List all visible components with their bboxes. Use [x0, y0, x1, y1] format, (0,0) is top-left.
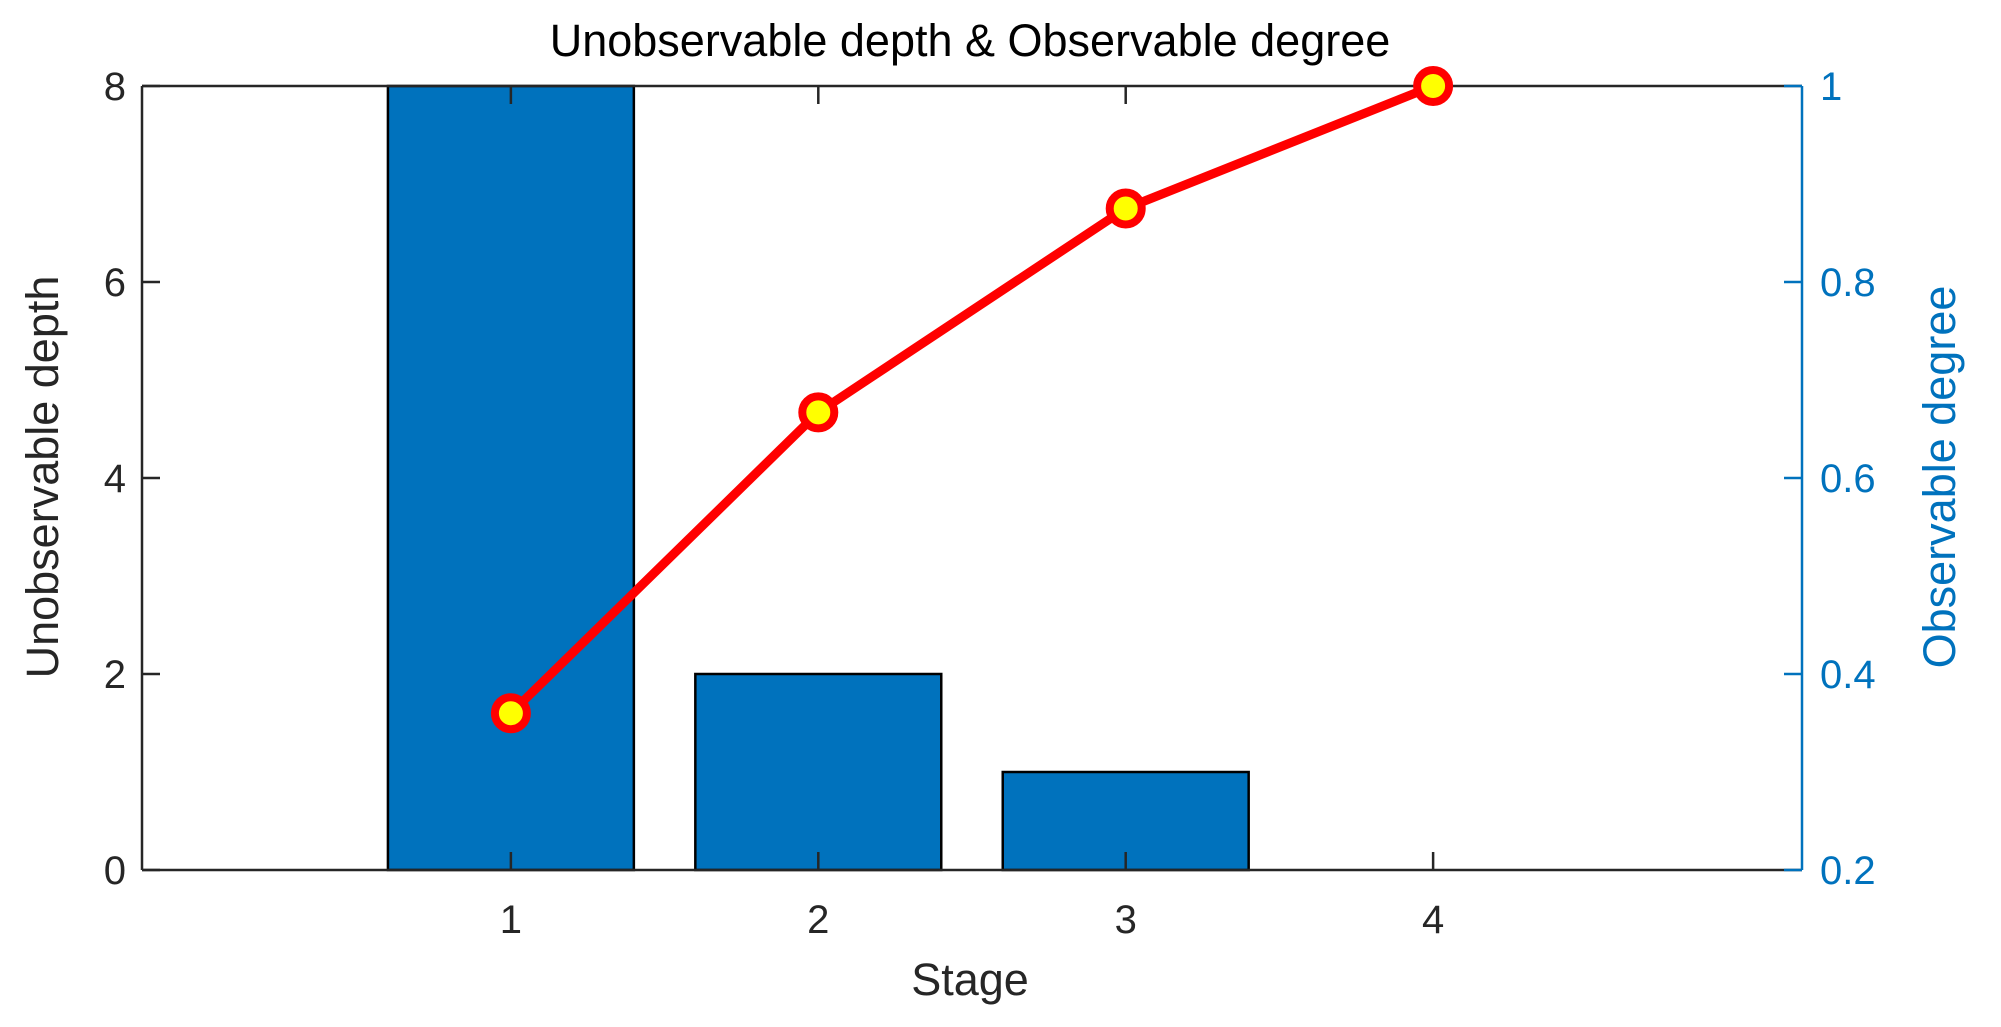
right-y-tick-label: 0.2 — [1820, 849, 1876, 893]
line-point-stage-3 — [1105, 188, 1146, 229]
observable-degree-line — [506, 81, 1438, 718]
x-tick-label: 1 — [500, 898, 522, 942]
left-y-tick-label: 0 — [104, 849, 126, 893]
left-axis-label: Unobservable depth — [17, 276, 68, 679]
line-point-stage-2 — [798, 392, 839, 433]
bar-stage-1 — [386, 84, 636, 872]
x-tick-label: 3 — [1115, 898, 1137, 942]
left-y-tick-label: 6 — [104, 261, 126, 305]
x-axis-label: Stage — [911, 954, 1029, 1005]
line-point-stage-4 — [1413, 66, 1454, 106]
right-y-tick-label: 1 — [1820, 65, 1842, 109]
x-tick-label: 4 — [1422, 898, 1444, 942]
right-y-tick-label: 0.4 — [1820, 653, 1876, 697]
chart-title: Unobservable depth & Observable degree — [550, 15, 1391, 66]
left-y-tick-label: 4 — [104, 457, 126, 501]
x-tick-label: 2 — [807, 898, 829, 942]
left-y-tick-label: 8 — [104, 65, 126, 109]
right-y-tick-label: 0.8 — [1820, 261, 1876, 305]
plot-area: 1 2 3 4 0 2 4 6 8 0.2 0.4 0.6 0.8 1 — [104, 65, 1876, 942]
right-y-tick-label: 0.6 — [1820, 457, 1876, 501]
left-y-tick-label: 2 — [104, 653, 126, 697]
right-axis-label: Observable degree — [1914, 286, 1965, 669]
line-point-stage-1 — [490, 693, 531, 734]
bar-stage-2 — [694, 672, 943, 872]
